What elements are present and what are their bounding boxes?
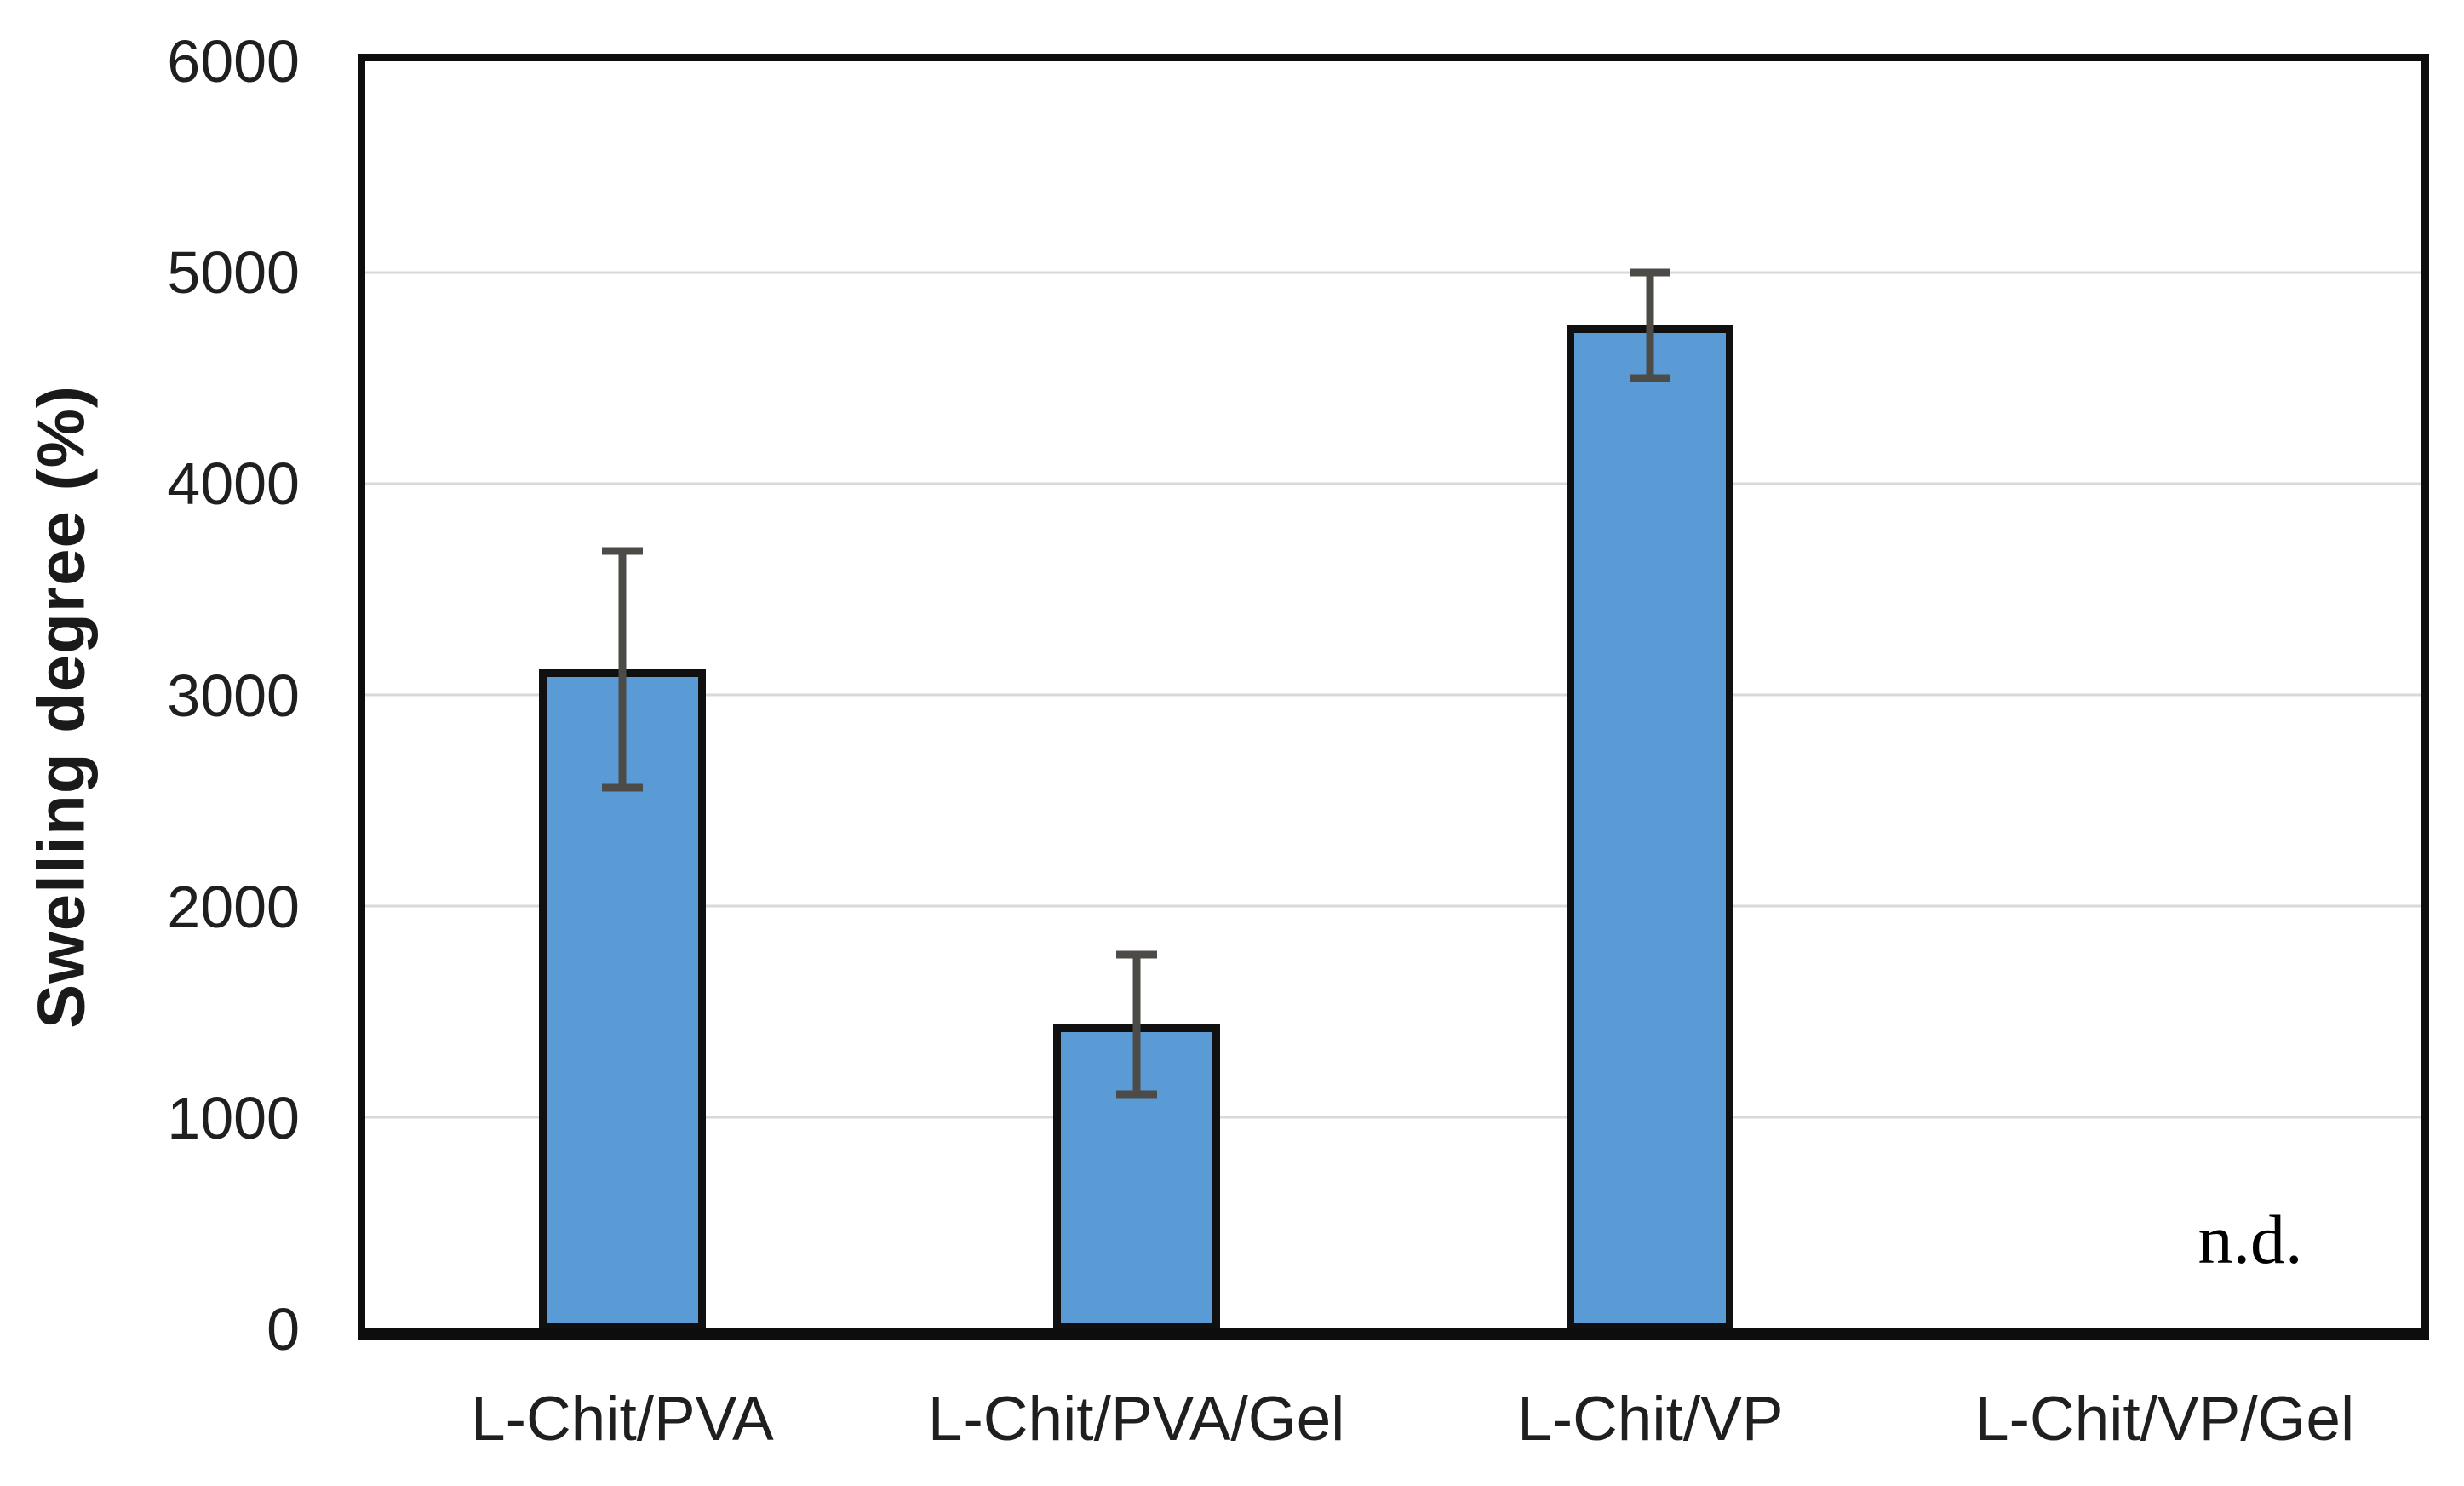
gridline-1000: [365, 1116, 2421, 1119]
plot-area: n.d.: [358, 54, 2429, 1340]
y-tick-label-0: 0: [266, 1296, 300, 1363]
error-bar-cap-top-1: [601, 547, 643, 555]
bar-3: [1567, 325, 1734, 1328]
error-bar-3: [1646, 273, 1654, 378]
y-tick-label-2000: 2000: [167, 873, 300, 940]
x-axis-category-labels: L-Chit/PVA L-Chit/PVA/Gel L-Chit/VP L-Chit/…: [365, 1384, 2421, 1465]
y-tick-label-3000: 3000: [167, 662, 300, 729]
category-label-2: L-Chit/PVA/Gel: [927, 1385, 1345, 1454]
y-axis-tick-labels: 0 1000 2000 3000 4000 5000 6000: [0, 28, 300, 1363]
category-label-4: L-Chit/VP/Gel: [1974, 1385, 2355, 1454]
category-label-3: L-Chit/VP: [1517, 1385, 1784, 1454]
gridline-2000: [365, 904, 2421, 908]
error-bar-1: [618, 551, 627, 789]
y-tick-label-1000: 1000: [167, 1084, 300, 1151]
gridline-5000: [365, 271, 2421, 274]
error-bar-cap-bottom-2: [1115, 1090, 1157, 1099]
gridline-3000: [365, 693, 2421, 697]
gridline-4000: [365, 482, 2421, 485]
category-label-1: L-Chit/PVA: [471, 1385, 774, 1454]
y-tick-label-4000: 4000: [167, 450, 300, 518]
error-bar-cap-bottom-3: [1630, 374, 1671, 382]
y-tick-label-6000: 6000: [167, 28, 300, 95]
nd-annotation: n.d.: [2198, 1201, 2303, 1278]
error-bar-cap-top-3: [1630, 268, 1671, 277]
error-bar-2: [1132, 955, 1141, 1094]
error-bar-cap-top-2: [1115, 950, 1157, 959]
error-bar-cap-bottom-1: [601, 783, 643, 792]
y-tick-label-5000: 5000: [167, 239, 300, 307]
